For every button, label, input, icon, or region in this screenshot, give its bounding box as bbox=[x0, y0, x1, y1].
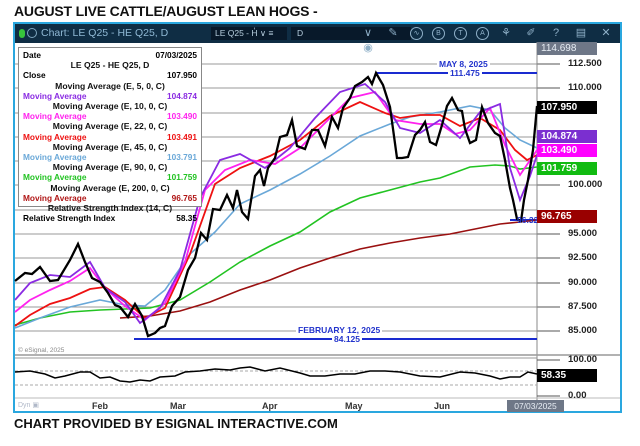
a-circle-icon[interactable]: A bbox=[476, 27, 489, 40]
axis-top-value: 114.698 bbox=[537, 42, 597, 55]
low-value-annotation: 84.125 bbox=[332, 334, 362, 344]
legend-rsi-row: Relative Strength Index 58.35 bbox=[23, 213, 197, 224]
t-circle-icon[interactable]: T bbox=[454, 27, 467, 40]
page-title: AUGUST LIVE CATTLE/AUGUST LEAN HOGS - bbox=[14, 3, 318, 19]
close-icon[interactable]: ✕ bbox=[601, 27, 611, 39]
legend-ma90-row: Moving Average 101.759 bbox=[23, 172, 197, 183]
legend-symbol: LE Q25 - HE Q25, D bbox=[70, 60, 150, 71]
ma5-price-tag: 104.874 bbox=[537, 130, 597, 143]
rsi-tick: 100.00 bbox=[568, 354, 598, 365]
month-label: Feb bbox=[92, 401, 109, 411]
help-icon[interactable]: ? bbox=[552, 27, 560, 39]
legend-ma22-row: Moving Average 103.491 bbox=[23, 131, 197, 142]
legend-ma90-header: Moving Average (E, 90, 0, C) bbox=[52, 162, 168, 173]
link-icon[interactable]: ⚘ bbox=[501, 27, 511, 39]
pencil-icon[interactable]: ✎ bbox=[388, 27, 398, 39]
month-label: Apr bbox=[262, 401, 278, 411]
window-icon[interactable]: ▤ bbox=[575, 27, 587, 39]
legend-ma10-header: Moving Average (E, 10, 0, C) bbox=[52, 101, 168, 112]
month-label: Mar bbox=[170, 401, 187, 411]
legend-rsi-header: Relative Strength Index (14, C) bbox=[47, 203, 173, 214]
price-tick: 92.500 bbox=[568, 252, 598, 263]
dyn-lock-button[interactable]: Dyn ▣ bbox=[18, 402, 40, 409]
price-tick: 100.000 bbox=[568, 179, 603, 190]
symbol-input[interactable]: LE Q25 - H̓ ∨ ≡ bbox=[211, 27, 287, 40]
price-tick: 90.000 bbox=[568, 277, 598, 288]
link-ring-icon[interactable] bbox=[27, 28, 37, 38]
month-label: May bbox=[345, 401, 363, 411]
rsi-tick: 0.00 bbox=[568, 390, 587, 401]
legend-ma22-header: Moving Average (E, 22, 0, C) bbox=[52, 121, 168, 132]
window-titlebar: Chart: LE Q25 - HE Q25, D LE Q25 - H̓ ∨ … bbox=[15, 24, 620, 54]
data-legend: Date 07/03/2025 LE Q25 - HE Q25, D Close… bbox=[18, 47, 202, 223]
price-tick: 95.000 bbox=[568, 228, 598, 239]
high-date-annotation: MAY 8, 2025 bbox=[437, 59, 490, 69]
eye-icon[interactable]: ∨ ◉ bbox=[363, 27, 373, 54]
legend-date-row: Date 07/03/2025 bbox=[23, 50, 197, 60]
ma90-price-tag: 101.759 bbox=[537, 162, 597, 175]
legend-ma5-row: Moving Average 104.874 bbox=[23, 90, 197, 101]
legend-ma45-header: Moving Average (E, 45, 0, C) bbox=[52, 141, 168, 152]
rsi-value-tag: 58.35 bbox=[537, 369, 597, 382]
recent-low-annotation: 96.325 bbox=[517, 215, 543, 225]
low-date-annotation: FEBRUARY 12, 2025 bbox=[296, 325, 383, 335]
wave-icon[interactable]: ∿ bbox=[410, 27, 423, 40]
legend-ma45-row: Moving Average 103.791 bbox=[23, 152, 197, 163]
ma200-price-tag: 96.765 bbox=[537, 210, 597, 223]
lock-icon: ▣ bbox=[32, 402, 40, 409]
status-dot-icon bbox=[19, 29, 25, 38]
footer-credit: CHART PROVIDED BY ESIGNAL INTERACTIVE.CO… bbox=[14, 416, 338, 431]
b-circle-icon[interactable]: B bbox=[432, 27, 445, 40]
price-tick: 85.000 bbox=[568, 325, 598, 336]
legend-close-row: Close 107.950 bbox=[23, 70, 197, 81]
crosshair-date-tag: 07/03/2025 bbox=[507, 400, 564, 412]
legend-ma5-header: Moving Average (E, 5, 0, C) bbox=[55, 80, 165, 91]
interval-input[interactable]: D bbox=[291, 27, 411, 40]
price-tick: 87.500 bbox=[568, 301, 598, 312]
toolbar-icons: ∨ ◉ ✎ ∿ B T A ⚘ ✐ ? ▤ ✕ bbox=[360, 26, 614, 56]
price-tick: 110.000 bbox=[568, 82, 602, 93]
legend-ma200-header: Moving Average (E, 200, 0, C) bbox=[50, 182, 170, 193]
legend-ma10-row: Moving Average 103.490 bbox=[23, 111, 197, 122]
price-tick: 112.500 bbox=[568, 58, 602, 69]
month-label: Jun bbox=[434, 401, 451, 411]
high-value-annotation: 111.475 bbox=[448, 68, 482, 78]
ma10-price-tag: 103.490 bbox=[537, 144, 597, 157]
legend-ma200-row: Moving Average 96.765 bbox=[23, 192, 197, 203]
window-title: Chart: LE Q25 - HE Q25, D bbox=[41, 27, 169, 39]
note-icon[interactable]: ✐ bbox=[526, 27, 536, 39]
copyright-text: © eSignal, 2025 bbox=[18, 347, 65, 354]
close-price-tag: 107.950 bbox=[537, 101, 597, 114]
